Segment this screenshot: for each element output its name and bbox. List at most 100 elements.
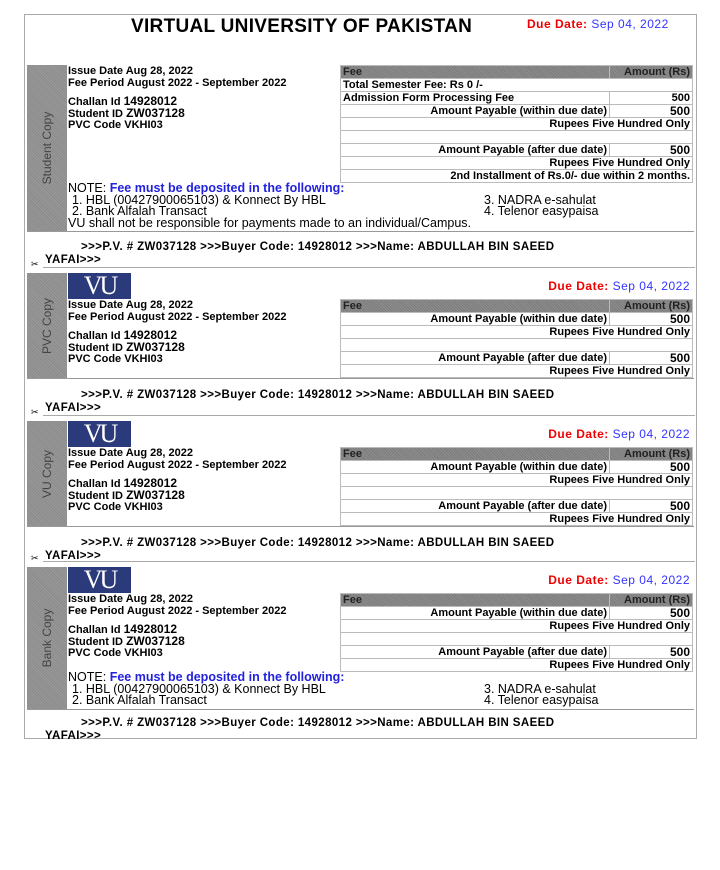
copy-body: VU Due Date: Sep 04, 2022 Issue Date Aug 2…: [68, 567, 694, 709]
issue-value: Aug 28, 2022: [125, 447, 193, 459]
copy-label-bar: PVC Copy: [27, 273, 67, 378]
period-label: Fee Period: [68, 77, 125, 89]
scissor-icon: ✂: [31, 259, 39, 269]
payment-option: 4. Telenor easypaisa: [484, 693, 599, 707]
fee-table-header: Fee Amount (Rs): [340, 299, 693, 313]
period-row: Fee Period August 2022 - September 2022: [68, 311, 340, 323]
cut-line: ✂: [31, 407, 695, 420]
notes-heading-text: Fee must be deposited in the following:: [109, 670, 345, 684]
fee-row: [340, 130, 693, 144]
fee-row-text: Rupees Five Hundred Only: [340, 512, 693, 526]
fee-column-header: Fee: [340, 65, 610, 79]
footer-line-2: YAFAI>>>: [45, 549, 102, 562]
challan-value: 14928012: [123, 622, 178, 636]
issue-value: Aug 28, 2022: [125, 299, 193, 311]
fee-row: Amount Payable (within due date) 500: [340, 312, 693, 326]
pvc-row: PVC Code VKHI03: [68, 119, 340, 131]
copy-body: VU Due Date: Sep 04, 2022 Issue Date Aug 2…: [68, 421, 694, 526]
footer-line-1: >>>P.V. # ZW037128 >>>Buyer Code: 149280…: [81, 717, 555, 729]
student-label: Student ID: [68, 490, 123, 502]
issue-row: Issue Date Aug 28, 2022: [68, 65, 340, 77]
fee-row-text: Total Semester Fee: Rs 0 /-: [340, 78, 693, 92]
fee-table-header: Fee Amount (Rs): [340, 447, 693, 461]
fee-row-text: Rupees Five Hundred Only: [340, 473, 693, 487]
payment-option: 3. NADRA e-sahulat: [484, 192, 596, 207]
due-date-label: Due Date:: [548, 573, 609, 587]
footer-line-1: >>>P.V. # ZW037128 >>>Buyer Code: 149280…: [81, 241, 555, 253]
pvc-value: VKHI03: [124, 501, 163, 513]
notes-row: 2. Bank Alfalah Transact 4. Telenor easyp…: [68, 204, 694, 218]
issue-label: Issue Date: [68, 65, 124, 77]
period-value: August 2022 - September 2022: [126, 605, 287, 617]
payment-option: 2. Bank Alfalah Transact: [72, 693, 207, 707]
fee-challan: VIRTUAL UNIVERSITY OF PAKISTAN Due Date:…: [24, 14, 697, 742]
fee-row: [340, 486, 693, 500]
fee-row-label: Amount Payable (within due date): [340, 606, 610, 620]
period-value: August 2022 - September 2022: [126, 77, 287, 89]
fee-column-header: Fee: [340, 299, 610, 313]
fee-row: Rupees Five Hundred Only: [340, 364, 693, 378]
page-title: VIRTUAL UNIVERSITY OF PAKISTAN: [131, 16, 473, 37]
vu-logo: VU: [68, 273, 131, 299]
vu-logo: VU: [68, 421, 131, 447]
challan-footer: >>>P.V. # ZW037128 >>>Buyer Code: 149280…: [45, 717, 695, 742]
fee-row: Total Semester Fee: Rs 0 /-: [340, 78, 693, 92]
pvc-label: PVC Code: [68, 501, 122, 513]
fee-table: Fee Amount (Rs) Amount Payable (within due…: [340, 593, 693, 672]
due-date-value: Sep 04, 2022: [612, 427, 690, 441]
amount-column-header: Amount (Rs): [609, 299, 693, 313]
fee-row: Amount Payable (after due date) 500: [340, 499, 693, 513]
due-date: Due Date: Sep 04, 2022: [548, 573, 690, 587]
challan-copy-student-copy: Student Copy Issue Date Aug 28, 2022 Fee P…: [27, 65, 694, 232]
fee-row: Rupees Five Hundred Only: [340, 512, 693, 526]
copy-body: VU Due Date: Sep 04, 2022 Issue Date Aug 2…: [68, 273, 694, 378]
student-label: Student ID: [68, 108, 123, 120]
fee-row-text: 2nd Installment of Rs.0/- due within 2 m…: [340, 169, 693, 183]
challan-row: Challan Id 14928012: [68, 477, 340, 490]
issue-value: Aug 28, 2022: [125, 593, 193, 605]
fee-row-amount: 500: [609, 499, 693, 513]
period-label: Fee Period: [68, 459, 125, 471]
footer-line-2: YAFAI>>>: [45, 729, 102, 742]
dashed-line: [43, 561, 695, 562]
fee-row: Amount Payable (after due date) 500: [340, 351, 693, 365]
payment-option: 4. Telenor easypaisa: [484, 204, 599, 218]
copy-label: Bank Copy: [40, 608, 54, 668]
fee-row: Admission Form Processing Fee 500: [340, 91, 693, 105]
student-value: ZW037128: [126, 488, 185, 502]
due-date: Due Date: Sep 04, 2022: [548, 279, 690, 293]
due-date-value: Sep 04, 2022: [612, 279, 690, 293]
fee-table: Fee Amount (Rs) Total Semester Fee: Rs 0 /…: [340, 65, 693, 183]
challan-value: 14928012: [123, 94, 178, 108]
fee-row: Amount Payable (within due date) 500: [340, 606, 693, 620]
copy-details: Issue Date Aug 28, 2022 Fee Period August…: [68, 299, 694, 378]
fee-row-text: [340, 486, 693, 500]
issue-row: Issue Date Aug 28, 2022: [68, 447, 340, 459]
student-label: Student ID: [68, 342, 123, 354]
cut-line: ✂: [31, 553, 695, 566]
amount-column-header: Amount (Rs): [609, 593, 693, 607]
fee-row: Rupees Five Hundred Only: [340, 619, 693, 633]
period-label: Fee Period: [68, 311, 125, 323]
fee-row: [340, 338, 693, 352]
challan-label: Challan Id: [68, 96, 121, 108]
scissor-icon: ✂: [31, 407, 39, 417]
footer-line-1: >>>P.V. # ZW037128 >>>Buyer Code: 149280…: [81, 389, 555, 401]
notes-row: 1. HBL (00427900065103) & Konnect By HBL…: [68, 683, 694, 696]
copy-label-bar: Student Copy: [27, 65, 67, 231]
fee-row: Rupees Five Hundred Only: [340, 473, 693, 487]
period-label: Fee Period: [68, 605, 125, 617]
fee-row-amount: 500: [609, 460, 693, 474]
fee-row: Amount Payable (within due date) 500: [340, 460, 693, 474]
challan-info: Issue Date Aug 28, 2022 Fee Period August…: [68, 593, 340, 672]
challan-copy-pvc-copy: PVC Copy VU Due Date: Sep 04, 2022 Issue Da…: [27, 273, 694, 379]
footer-line-2: YAFAI>>>: [45, 401, 102, 414]
fee-row-amount: 500: [609, 91, 693, 105]
fee-row-text: [340, 632, 693, 646]
fee-row-text: Rupees Five Hundred Only: [340, 156, 693, 170]
vu-logo: VU: [68, 567, 131, 593]
pvc-label: PVC Code: [68, 647, 122, 659]
copy-label: PVC Copy: [40, 297, 54, 354]
pvc-label: PVC Code: [68, 353, 122, 365]
pvc-value: VKHI03: [124, 353, 163, 365]
